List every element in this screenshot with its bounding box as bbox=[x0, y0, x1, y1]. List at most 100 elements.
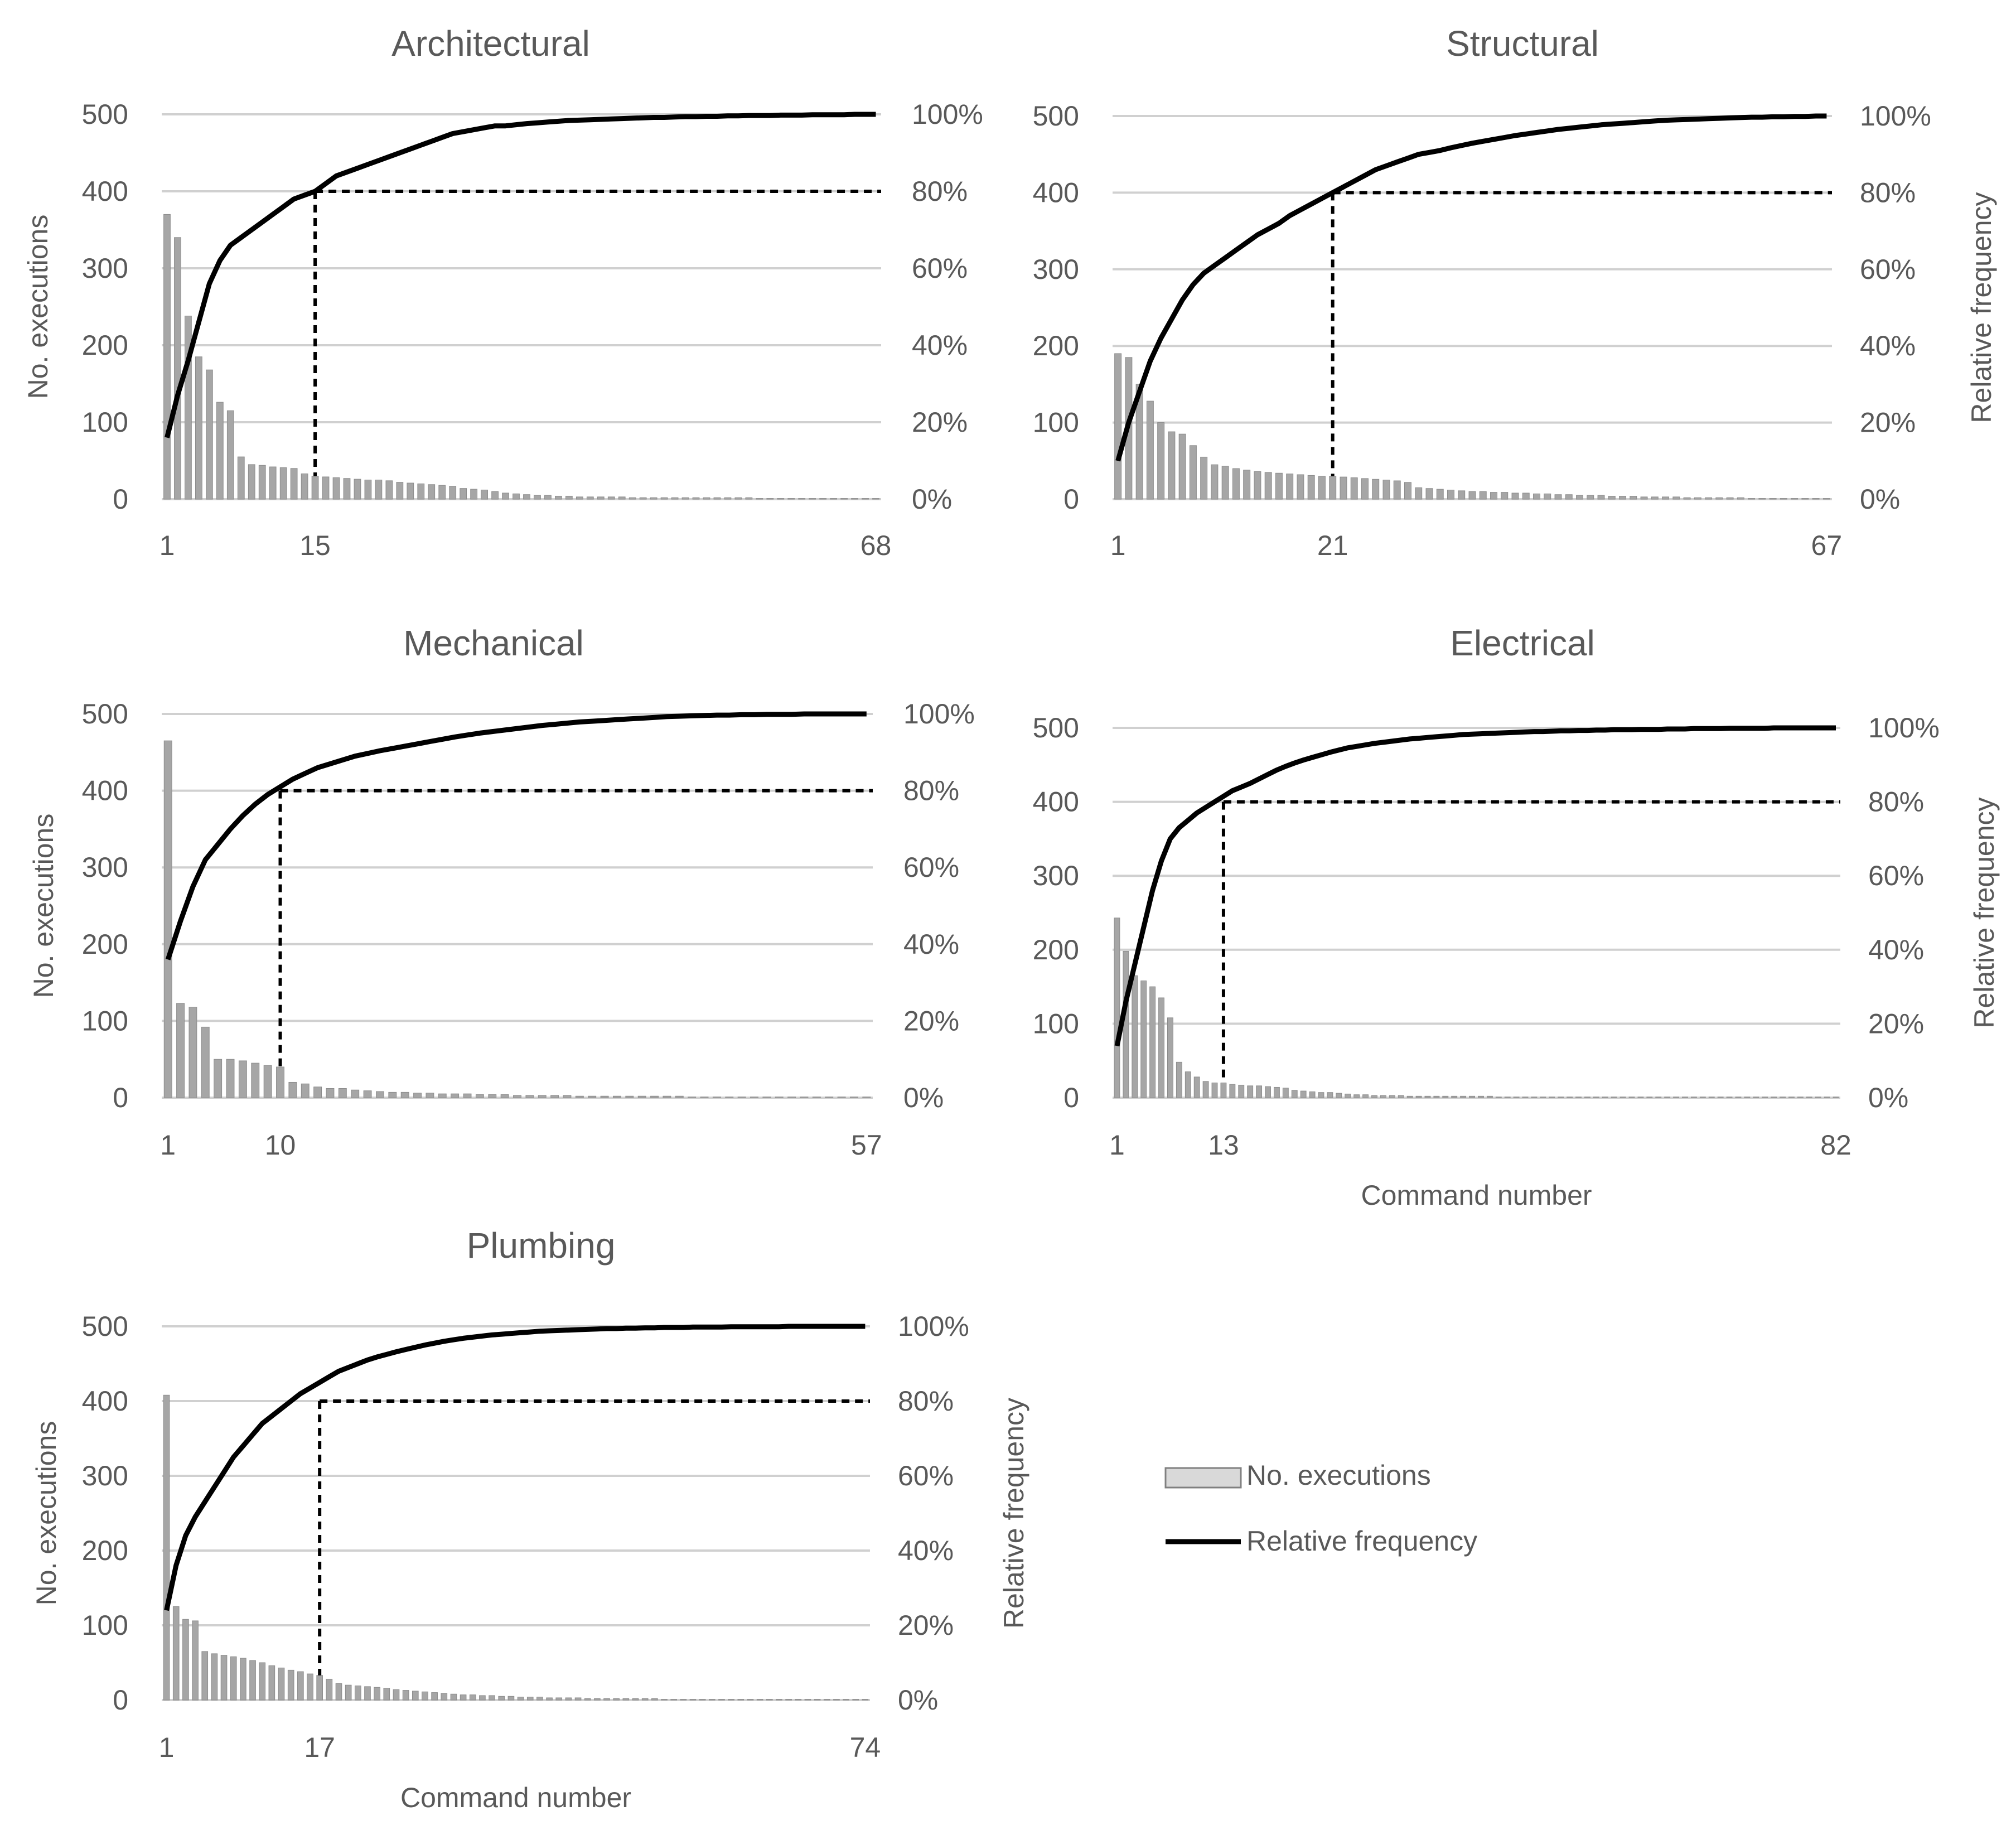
bar bbox=[201, 1651, 209, 1701]
y-tick-label: 0 bbox=[1063, 484, 1079, 515]
bar bbox=[1318, 476, 1326, 500]
bar bbox=[1587, 495, 1594, 500]
bar bbox=[431, 1692, 438, 1701]
y-tick-label: 500 bbox=[1033, 100, 1079, 132]
bar bbox=[1490, 492, 1497, 500]
bar bbox=[1735, 1097, 1742, 1098]
bar bbox=[163, 214, 171, 500]
bar bbox=[502, 492, 509, 500]
legend-bar-label: No. executions bbox=[1246, 1460, 1431, 1491]
bar bbox=[745, 497, 753, 500]
bar bbox=[1619, 496, 1627, 500]
bar bbox=[536, 1697, 543, 1701]
bar bbox=[600, 1095, 609, 1098]
bar bbox=[174, 237, 181, 500]
bar bbox=[1415, 487, 1423, 500]
bar bbox=[843, 1699, 849, 1701]
chart-plumbing: Plumbing 0 0% 100 20% 200 40% 300 60% 400 80% 500 10… bbox=[31, 1225, 1029, 1813]
bar bbox=[338, 1088, 347, 1098]
bar bbox=[775, 1097, 784, 1098]
bar bbox=[1167, 1017, 1173, 1098]
bar bbox=[700, 1097, 709, 1098]
bar bbox=[565, 1697, 572, 1701]
bar bbox=[613, 1095, 621, 1098]
bar bbox=[481, 489, 488, 500]
y-tick-label: 500 bbox=[82, 99, 128, 130]
chart-mechanical: Mechanical 0 0% 100 20% 200 40% 300 60% 400 80% 500… bbox=[28, 623, 975, 1161]
bar bbox=[182, 1619, 189, 1701]
bar bbox=[523, 494, 530, 500]
bar bbox=[1309, 1091, 1316, 1098]
bar bbox=[594, 1698, 601, 1701]
bar bbox=[689, 1699, 697, 1701]
bar bbox=[417, 483, 425, 500]
bar bbox=[1211, 1082, 1218, 1098]
bar bbox=[491, 491, 499, 500]
bar bbox=[1300, 1090, 1307, 1098]
y-tick-label: 400 bbox=[82, 176, 128, 207]
bar bbox=[354, 479, 361, 500]
bar bbox=[1558, 1097, 1564, 1098]
bar bbox=[728, 1699, 734, 1701]
x-tick-label: 74 bbox=[850, 1732, 881, 1763]
bar bbox=[1282, 1088, 1289, 1098]
bar bbox=[1744, 1097, 1751, 1098]
bar bbox=[1211, 464, 1219, 500]
bar bbox=[230, 1656, 237, 1701]
bar bbox=[1329, 476, 1337, 500]
bar bbox=[1824, 1097, 1830, 1098]
bar bbox=[613, 1698, 620, 1701]
bar bbox=[555, 1697, 563, 1701]
bar bbox=[185, 316, 192, 500]
y2-tick-label: 80% bbox=[1868, 786, 1924, 818]
bar bbox=[1436, 489, 1444, 500]
bar bbox=[290, 468, 298, 500]
bar bbox=[1291, 1090, 1298, 1098]
y2-tick-label: 80% bbox=[898, 1385, 954, 1417]
bar bbox=[1425, 488, 1433, 500]
bar bbox=[1815, 1097, 1821, 1098]
y-tick-label: 300 bbox=[82, 852, 128, 883]
y2-tick-label: 100% bbox=[912, 99, 983, 130]
bar bbox=[1797, 1097, 1804, 1098]
bar bbox=[675, 1095, 684, 1098]
bar bbox=[1114, 353, 1122, 500]
bar bbox=[463, 1093, 472, 1098]
bar bbox=[1694, 497, 1701, 500]
bar bbox=[396, 482, 404, 500]
bar bbox=[1382, 480, 1390, 500]
bar bbox=[588, 1095, 597, 1098]
bar bbox=[279, 467, 287, 500]
bar bbox=[1565, 494, 1573, 500]
bar bbox=[1362, 1094, 1369, 1098]
bar bbox=[862, 1097, 871, 1098]
y-tick-label: 100 bbox=[82, 1610, 128, 1641]
bar bbox=[1404, 482, 1411, 500]
bar bbox=[1336, 1093, 1342, 1098]
bar bbox=[663, 1095, 671, 1098]
bar bbox=[1637, 1097, 1644, 1098]
bar bbox=[712, 1097, 721, 1098]
bar bbox=[1619, 1097, 1626, 1098]
y2-tick-label: 20% bbox=[903, 1005, 959, 1036]
bar bbox=[1593, 1097, 1599, 1098]
relative-frequency-line bbox=[1114, 725, 1836, 1047]
bar bbox=[862, 1699, 869, 1701]
y-tick-label: 500 bbox=[82, 1311, 128, 1342]
bar bbox=[1114, 918, 1120, 1098]
bar bbox=[1737, 497, 1744, 500]
bar bbox=[364, 1686, 371, 1701]
bar bbox=[216, 402, 224, 500]
bar bbox=[1602, 1097, 1608, 1098]
bar bbox=[1256, 1085, 1263, 1098]
bar bbox=[718, 1699, 725, 1701]
bar bbox=[345, 1684, 352, 1701]
bar bbox=[1726, 497, 1734, 500]
bar bbox=[1168, 431, 1176, 500]
legend-bar-swatch bbox=[1164, 1467, 1242, 1489]
y2-tick-label: 60% bbox=[1860, 254, 1916, 285]
bar bbox=[240, 1658, 246, 1701]
bar bbox=[301, 1083, 310, 1098]
bar bbox=[538, 1095, 547, 1098]
bar bbox=[1247, 1085, 1254, 1098]
